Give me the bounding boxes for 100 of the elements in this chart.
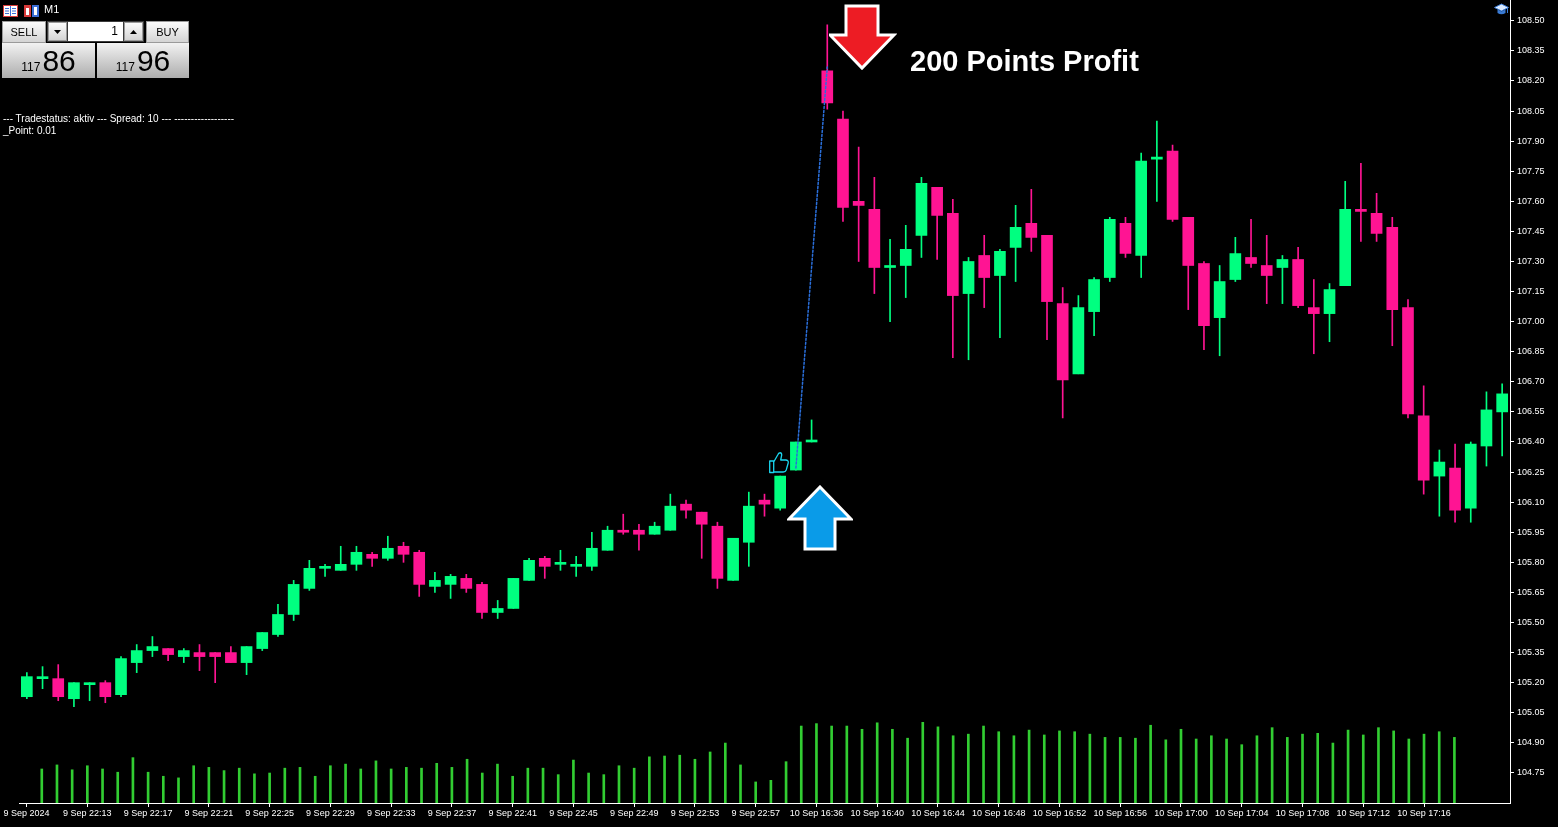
y-tick-label: 107.00 [1517,316,1545,327]
bar [663,755,666,803]
candlestick [1025,188,1038,252]
y-tick-label: 106.85 [1517,346,1545,357]
y-tick-label: 106.70 [1517,376,1545,387]
x-tick-label: 10 Sep 16:40 [850,807,904,818]
bar [1149,724,1152,803]
x-tick-label: 10 Sep 16:36 [789,807,844,818]
bar [101,768,104,803]
bar [1285,737,1289,803]
bar [648,756,651,803]
x-tick-label: 10 Sep 17:12 [1336,807,1391,818]
bar [815,723,818,803]
x-tick-label: 10 Sep 17:00 [1154,807,1208,818]
y-tick-label: 105.80 [1517,556,1545,567]
bar [313,775,317,803]
y-tick-label: 105.65 [1517,586,1545,597]
bar [906,737,909,803]
bar [830,725,833,803]
candlestick [570,555,582,577]
x-tick-label: 9 Sep 22:25 [245,807,294,818]
bar [253,773,256,803]
y-tick-label: 106.55 [1517,406,1545,417]
y-tick-label: 107.60 [1517,195,1545,206]
bar [192,765,196,803]
y-tick-label: 105.50 [1517,616,1545,627]
x-tick-label: 10 Sep 16:48 [971,807,1026,818]
x-tick-label: 9 Sep 22:37 [427,807,477,818]
annotation: 200 Points Profit [910,44,1139,78]
y-tick-label: 107.30 [1517,255,1545,266]
bar [496,763,499,803]
candlestick [209,652,222,683]
x-tick-label: 9 Sep 22:49 [609,807,659,818]
x-tick-label: 10 Sep 17:08 [1275,807,1330,818]
candlestick [899,225,912,298]
x-tick-label: 9 Sep 22:13 [63,807,112,818]
bar [1377,727,1380,803]
annotation: --- Tradestatus: aktiv --- Spread: 10 --- ------------------ [3,113,235,124]
y-tick-label: 106.10 [1517,496,1545,507]
x-tick-label: 10 Sep 16:56 [1093,807,1148,818]
bar [1225,738,1228,803]
bar [921,722,925,803]
candlestick [1245,219,1257,268]
bar [1240,744,1244,803]
bar [344,763,347,803]
bar [435,762,439,803]
bar [845,725,849,803]
y-tick-label: 104.90 [1517,737,1545,748]
bar [754,781,758,803]
y-tick-label: 108.20 [1517,75,1545,86]
candlestick [491,600,504,619]
x-tick-label: 9 Sep 22:33 [366,807,416,818]
bar [1118,737,1122,803]
candlestick [884,239,896,322]
bar [602,774,606,803]
y-tick-label: 106.40 [1517,436,1545,447]
bar [268,772,271,803]
bar [511,775,514,803]
bar [632,767,636,803]
bar [405,767,408,803]
bar [177,777,180,803]
x-tick-label: 9 Sep 22:17 [123,807,173,818]
y-tick-label: 105.95 [1517,526,1545,537]
candlestick [1355,162,1367,242]
candlestick [319,564,331,577]
bar [1194,738,1198,803]
bar [1453,737,1456,803]
annotation: _Point: 0.01 [3,125,57,136]
bar [967,733,970,803]
quantity-field: 1 [68,22,123,41]
bar [1437,731,1441,803]
x-tick-label: 9 Sep 22:41 [488,807,537,818]
y-tick-label: 108.05 [1517,105,1545,116]
annotation: 117 [115,60,135,74]
y-tick-label: 107.45 [1517,225,1545,236]
bar [1361,734,1365,803]
annotation: 86 [42,44,76,77]
x-tick-label: 9 Sep 22:53 [670,807,720,818]
bar [1301,733,1304,803]
y-tick-label: 107.90 [1517,135,1545,146]
y-tick-label: 105.35 [1517,647,1545,658]
y-tick-label: 105.20 [1517,677,1545,688]
annotation: 117 [21,60,41,74]
bar [237,767,241,803]
y-tick-label: 107.75 [1517,165,1545,176]
candlestick [617,513,630,535]
bar [1058,730,1061,803]
candlestick [1307,279,1320,355]
price-box: 117 86 [2,43,95,78]
bar [1392,730,1395,803]
bar [161,775,165,803]
y-tick-label: 108.50 [1517,15,1545,26]
bar [1210,735,1213,803]
bar [329,765,332,803]
bar [556,774,560,803]
bar [997,731,1001,803]
bar [359,768,363,803]
annotation: 96 [136,44,171,77]
x-tick-label: 10 Sep 16:44 [911,807,965,818]
bar [891,728,894,803]
